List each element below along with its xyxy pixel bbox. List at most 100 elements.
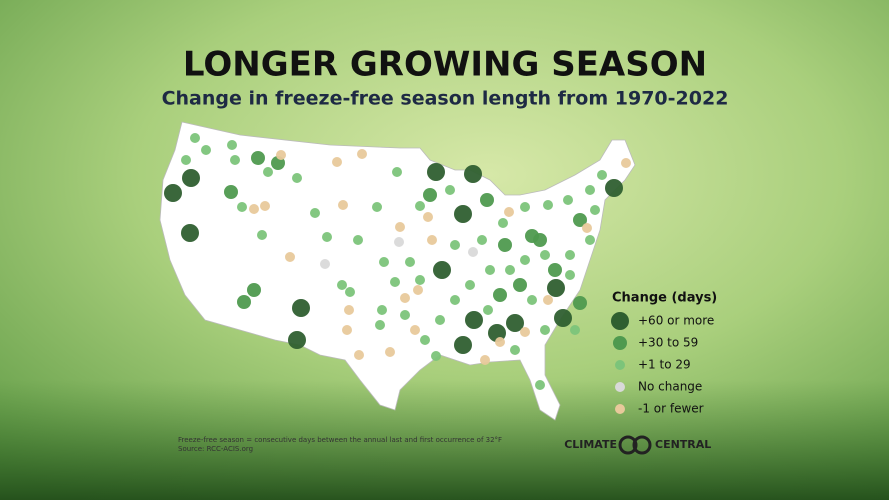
station-dot bbox=[377, 305, 387, 315]
station-dot bbox=[276, 150, 286, 160]
logo-right: CENTRAL bbox=[655, 438, 711, 451]
legend-swatch bbox=[615, 360, 625, 370]
station-dot bbox=[260, 201, 270, 211]
station-dot bbox=[480, 355, 490, 365]
station-dot bbox=[464, 165, 482, 183]
station-dot bbox=[520, 202, 530, 212]
station-dot bbox=[372, 202, 382, 212]
station-dot bbox=[427, 163, 445, 181]
station-dot bbox=[415, 201, 425, 211]
station-dot bbox=[477, 235, 487, 245]
station-dot bbox=[345, 287, 355, 297]
station-dot bbox=[573, 296, 587, 310]
station-dot bbox=[605, 179, 623, 197]
station-dot bbox=[565, 250, 575, 260]
legend-swatch bbox=[613, 336, 627, 350]
station-dot bbox=[513, 278, 527, 292]
station-dot bbox=[527, 295, 537, 305]
station-dot bbox=[263, 167, 273, 177]
legend-label: +30 to 59 bbox=[638, 336, 698, 350]
station-dot bbox=[525, 229, 539, 243]
station-dot bbox=[427, 235, 437, 245]
station-dot bbox=[338, 200, 348, 210]
station-dot bbox=[548, 263, 562, 277]
station-dot bbox=[423, 212, 433, 222]
station-dot bbox=[344, 305, 354, 315]
station-dot bbox=[288, 331, 306, 349]
station-dot bbox=[431, 351, 441, 361]
station-dot bbox=[224, 185, 238, 199]
station-dot bbox=[543, 200, 553, 210]
station-dot bbox=[230, 155, 240, 165]
station-dot bbox=[247, 283, 261, 297]
station-dot bbox=[445, 185, 455, 195]
station-dot bbox=[400, 310, 410, 320]
station-dot bbox=[573, 213, 587, 227]
station-dot bbox=[563, 195, 573, 205]
station-dot bbox=[357, 149, 367, 159]
station-dot bbox=[310, 208, 320, 218]
station-dot bbox=[237, 202, 247, 212]
station-dot bbox=[390, 277, 400, 287]
station-dot bbox=[433, 261, 451, 279]
station-dot bbox=[540, 325, 550, 335]
legend: +60 or more +30 to 59 +1 to 29 No change -1 … bbox=[611, 312, 714, 416]
station-dot bbox=[543, 295, 553, 305]
subtitle: Change in freeze-free season length from… bbox=[162, 88, 729, 110]
station-dot bbox=[342, 325, 352, 335]
station-dot bbox=[164, 184, 182, 202]
station-dot bbox=[181, 224, 199, 242]
station-dot bbox=[400, 293, 410, 303]
station-dot bbox=[485, 265, 495, 275]
station-dot bbox=[498, 218, 508, 228]
legend-label: +60 or more bbox=[638, 314, 714, 328]
station-dot bbox=[450, 240, 460, 250]
station-dot bbox=[392, 167, 402, 177]
station-dot bbox=[554, 309, 572, 327]
footnote: Source: RCC-ACIS.org bbox=[178, 445, 253, 453]
station-dot bbox=[570, 325, 580, 335]
station-dot bbox=[251, 151, 265, 165]
station-dot bbox=[337, 280, 347, 290]
station-dot bbox=[292, 173, 302, 183]
station-dot bbox=[454, 336, 472, 354]
station-dot bbox=[227, 140, 237, 150]
footnote: Freeze-free season = consecutive days be… bbox=[178, 436, 502, 444]
station-dot bbox=[480, 193, 494, 207]
station-dot bbox=[435, 315, 445, 325]
station-dot bbox=[498, 238, 512, 252]
grass bbox=[0, 380, 889, 500]
logo-left: CLIMATE bbox=[564, 438, 617, 451]
station-dots bbox=[164, 133, 631, 390]
station-dot bbox=[621, 158, 631, 168]
station-dot bbox=[385, 347, 395, 357]
station-dot bbox=[394, 237, 404, 247]
station-dot bbox=[354, 350, 364, 360]
station-dot bbox=[320, 259, 330, 269]
legend-label: No change bbox=[638, 380, 702, 394]
station-dot bbox=[465, 280, 475, 290]
station-dot bbox=[353, 235, 363, 245]
station-dot bbox=[483, 305, 493, 315]
station-dot bbox=[405, 257, 415, 267]
legend-title: Change (days) bbox=[612, 291, 717, 306]
station-dot bbox=[597, 170, 607, 180]
legend-swatch bbox=[611, 312, 629, 330]
station-dot bbox=[465, 311, 483, 329]
station-dot bbox=[520, 327, 530, 337]
station-dot bbox=[181, 155, 191, 165]
station-dot bbox=[285, 252, 295, 262]
station-dot bbox=[520, 255, 530, 265]
station-dot bbox=[510, 345, 520, 355]
station-dot bbox=[450, 295, 460, 305]
legend-swatch bbox=[615, 404, 625, 414]
station-dot bbox=[454, 205, 472, 223]
station-dot bbox=[237, 295, 251, 309]
station-dot bbox=[565, 270, 575, 280]
station-dot bbox=[590, 205, 600, 215]
station-dot bbox=[249, 204, 259, 214]
station-dot bbox=[292, 299, 310, 317]
station-dot bbox=[257, 230, 267, 240]
station-dot bbox=[535, 380, 545, 390]
